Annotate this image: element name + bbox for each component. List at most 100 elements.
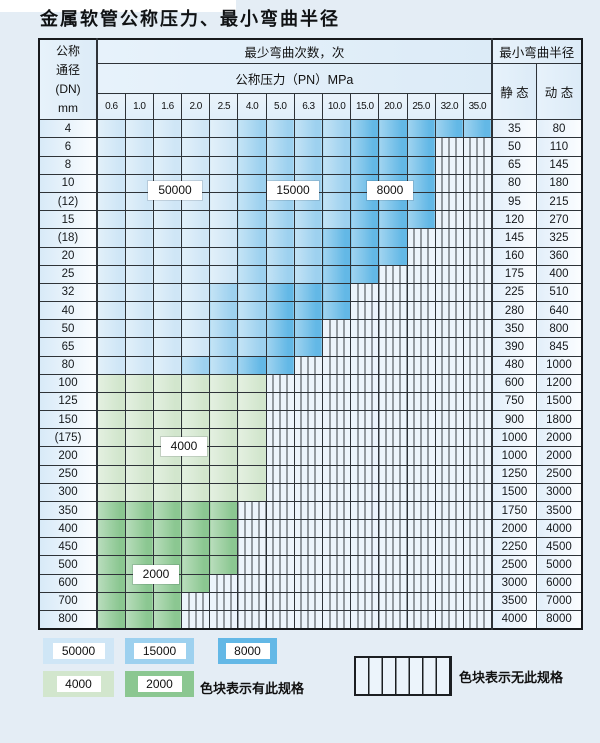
dynamic-radius-cell: 360 bbox=[536, 246, 583, 266]
no-spec-cell bbox=[321, 337, 352, 357]
spec-cell bbox=[350, 119, 380, 139]
spec-cell bbox=[181, 337, 211, 357]
static-radius-cell: 95 bbox=[490, 191, 538, 212]
dynamic-radius-cell: 400 bbox=[536, 264, 583, 284]
dynamic-radius-cell: 1500 bbox=[536, 391, 583, 412]
spec-cell bbox=[209, 519, 239, 539]
pressure-col-header: 5.0 bbox=[265, 93, 295, 121]
spec-cell bbox=[209, 391, 239, 412]
no-spec-cell bbox=[293, 464, 324, 484]
no-spec-cell bbox=[293, 609, 324, 630]
dynamic-radius-cell: 6000 bbox=[536, 573, 583, 593]
no-spec-cell bbox=[237, 573, 267, 593]
dynamic-radius-cell: 4500 bbox=[536, 537, 583, 557]
no-spec-cell bbox=[321, 555, 352, 575]
no-spec-cell bbox=[265, 500, 295, 521]
no-spec-cell bbox=[406, 482, 436, 502]
no-spec-cell bbox=[321, 464, 352, 484]
spec-cell bbox=[124, 373, 154, 393]
no-spec-cell bbox=[321, 391, 352, 412]
no-spec-cell bbox=[462, 301, 493, 321]
dynamic-radius-cell: 215 bbox=[536, 191, 583, 212]
spec-cell bbox=[152, 210, 183, 230]
no-spec-cell bbox=[181, 609, 211, 630]
spec-cell bbox=[181, 464, 211, 484]
no-spec-cell bbox=[378, 355, 408, 375]
header-row-2: 公称压力（PN）MPa 静 态 动 态 bbox=[39, 62, 583, 121]
no-spec-cell bbox=[462, 537, 493, 557]
no-spec-cell bbox=[406, 355, 436, 375]
spec-cell bbox=[321, 246, 352, 266]
no-spec-cell bbox=[462, 555, 493, 575]
static-radius-cell: 3000 bbox=[490, 573, 538, 593]
dynamic-radius-cell: 2500 bbox=[536, 464, 583, 484]
spec-cell bbox=[181, 155, 211, 175]
spec-cell bbox=[124, 391, 154, 412]
static-radius-cell: 900 bbox=[490, 410, 538, 430]
spec-cell bbox=[237, 410, 267, 430]
no-spec-cell bbox=[434, 137, 464, 157]
static-radius-cell: 65 bbox=[490, 155, 538, 175]
no-spec-cell bbox=[293, 428, 324, 448]
no-spec-cell bbox=[406, 428, 436, 448]
spec-cell bbox=[124, 228, 154, 248]
no-spec-cell bbox=[406, 410, 436, 430]
no-spec-cell bbox=[350, 446, 380, 466]
no-spec-cell bbox=[378, 301, 408, 321]
no-spec-cell bbox=[350, 482, 380, 502]
no-spec-cell bbox=[321, 519, 352, 539]
spec-cell bbox=[265, 137, 295, 157]
table-row: 350 1750 3500 bbox=[38, 500, 583, 521]
spec-cell bbox=[181, 410, 211, 430]
spec-cell bbox=[265, 355, 295, 375]
no-spec-cell bbox=[378, 519, 408, 539]
spec-cell bbox=[209, 137, 239, 157]
spec-cell bbox=[181, 555, 211, 575]
table-row: 65 390 845 bbox=[38, 337, 583, 357]
no-spec-cell bbox=[350, 301, 380, 321]
spec-cell bbox=[321, 191, 352, 212]
no-spec-cell bbox=[434, 319, 464, 339]
cycles-label-50000: 50000 bbox=[148, 181, 202, 200]
spec-cell bbox=[406, 137, 436, 157]
no-spec-cell bbox=[378, 373, 408, 393]
spec-cell bbox=[293, 155, 324, 175]
no-spec-cell bbox=[293, 555, 324, 575]
table-row: 4 35 80 bbox=[38, 119, 583, 139]
spec-cell bbox=[152, 264, 183, 284]
spec-cell bbox=[95, 373, 126, 393]
static-header: 静 态 bbox=[490, 62, 538, 121]
spec-cell bbox=[378, 137, 408, 157]
spec-cell bbox=[124, 410, 154, 430]
table-row: 10 80 180 bbox=[38, 173, 583, 194]
no-spec-cell bbox=[462, 264, 493, 284]
static-radius-cell: 3500 bbox=[490, 591, 538, 611]
spec-cell bbox=[350, 155, 380, 175]
dynamic-radius-cell: 3500 bbox=[536, 500, 583, 521]
no-spec-cell bbox=[378, 555, 408, 575]
legend-swatch-4000: 4000 bbox=[43, 671, 114, 697]
no-spec-cell bbox=[378, 410, 408, 430]
spec-cell bbox=[237, 155, 267, 175]
no-spec-cell bbox=[378, 391, 408, 412]
spec-cell bbox=[237, 446, 267, 466]
no-spec-cell bbox=[434, 246, 464, 266]
no-spec-cell bbox=[434, 555, 464, 575]
no-spec-cell bbox=[462, 191, 493, 212]
spec-cell bbox=[237, 210, 267, 230]
spec-cell bbox=[152, 500, 183, 521]
cycles-label-2000: 2000 bbox=[133, 565, 179, 584]
no-spec-cell bbox=[406, 609, 436, 630]
no-spec-cell bbox=[265, 373, 295, 393]
spec-cell bbox=[152, 373, 183, 393]
no-spec-cell bbox=[265, 446, 295, 466]
static-radius-cell: 390 bbox=[490, 337, 538, 357]
spec-cell bbox=[181, 482, 211, 502]
dn-cell: 15 bbox=[38, 210, 98, 230]
table-row: 700 3500 7000 bbox=[38, 591, 583, 611]
spec-cell bbox=[293, 137, 324, 157]
spec-cell bbox=[321, 119, 352, 139]
no-spec-cell bbox=[350, 373, 380, 393]
no-spec-cell bbox=[321, 573, 352, 593]
spec-cell bbox=[95, 210, 126, 230]
